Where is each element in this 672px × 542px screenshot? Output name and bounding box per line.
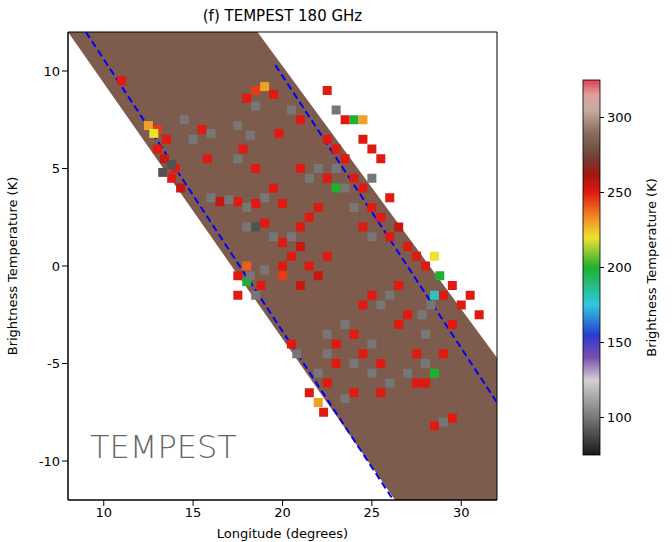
svg-text:5: 5	[52, 161, 60, 176]
svg-text:150: 150	[607, 335, 632, 350]
html-text:(f) TEMPEST 180 GHz: (f) TEMPEST 180 GHz	[202, 7, 363, 25]
svg-text:25: 25	[364, 505, 381, 520]
svg-text:Longitude (degrees): Longitude (degrees)	[217, 526, 348, 541]
svg-text:-5: -5	[47, 356, 60, 371]
svg-text:300: 300	[607, 110, 632, 125]
svg-text:10: 10	[95, 505, 112, 520]
svg-text:30: 30	[453, 505, 470, 520]
svg-text:-10: -10	[39, 454, 60, 469]
svg-text:15: 15	[185, 505, 202, 520]
html-text:TEMPEST: TEMPEST	[90, 428, 237, 466]
svg-text:200: 200	[607, 260, 632, 275]
svg-text:20: 20	[274, 505, 291, 520]
svg-text:Brightness Temperature (K): Brightness Temperature (K)	[644, 178, 659, 357]
svg-text:250: 250	[607, 185, 632, 200]
svg-text:0: 0	[52, 259, 60, 274]
svg-text:10: 10	[43, 64, 60, 79]
svg-text:Brightness Temperature (K): Brightness Temperature (K)	[5, 177, 20, 356]
svg-text:100: 100	[607, 410, 632, 425]
